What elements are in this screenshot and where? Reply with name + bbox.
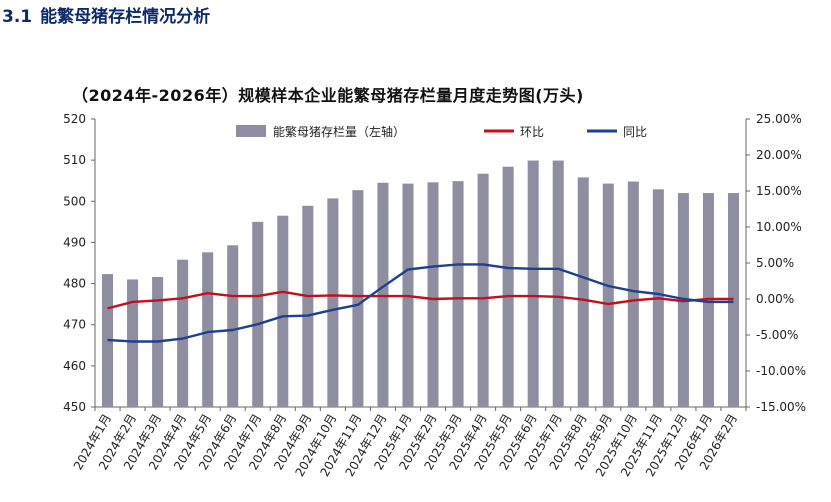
bar — [552, 160, 564, 407]
bar — [177, 259, 189, 407]
right-tick-label: 20.00% — [756, 148, 802, 162]
bar — [602, 183, 614, 407]
bar — [227, 245, 239, 407]
chart-title: （2024年-2026年）规模样本企业能繁母猪存栏量月度走势图(万头) — [72, 86, 584, 105]
bar — [302, 205, 314, 407]
bar — [577, 177, 589, 407]
bar — [627, 181, 639, 407]
left-tick-label: 470 — [63, 318, 86, 332]
section-title-text: 能繁母猪存栏情况分析 — [40, 7, 211, 27]
bar — [377, 182, 389, 407]
right-tick-label: -10.00% — [756, 364, 806, 378]
bar — [127, 279, 139, 407]
left-tick-label: 480 — [63, 277, 86, 291]
right-tick-label: 25.00% — [756, 112, 802, 126]
bar — [477, 173, 489, 407]
right-tick-label: 15.00% — [756, 184, 802, 198]
series-line-mom — [107, 290, 734, 310]
bars-layer — [102, 160, 739, 407]
left-tick-label: 510 — [63, 153, 86, 167]
bar — [327, 198, 339, 407]
bar — [277, 215, 289, 407]
left-tick-label: 520 — [63, 112, 86, 126]
left-tick-label: 500 — [63, 194, 86, 208]
bar — [252, 221, 264, 407]
section-title: 3.1 能繁母猪存栏情况分析 — [2, 2, 210, 27]
section-number: 3.1 — [2, 7, 33, 27]
legend-swatch-bar — [236, 125, 266, 137]
right-tick-label: -5.00% — [756, 328, 798, 342]
left-tick-label: 450 — [63, 400, 86, 414]
lines-layer — [107, 263, 734, 343]
legend: 能繁母猪存栏量（左轴） 环比 同比 — [236, 124, 647, 139]
legend-label: 同比 — [623, 125, 647, 139]
bar — [202, 252, 214, 407]
right-tick-label: -15.00% — [756, 400, 806, 414]
axes-layer — [91, 118, 750, 411]
bar — [502, 166, 514, 407]
left-tick-label: 460 — [63, 359, 86, 373]
right-tick-label: 0.00% — [756, 292, 794, 306]
legend-label: 环比 — [520, 125, 544, 139]
right-tick-label: 5.00% — [756, 256, 794, 270]
left-tick-label: 490 — [63, 235, 86, 249]
right-tick-label: 10.00% — [756, 220, 802, 234]
series-line-yoy — [107, 263, 734, 343]
legend-label: 能繁母猪存栏量（左轴） — [273, 124, 405, 139]
bar — [452, 181, 464, 407]
bar — [527, 160, 539, 407]
bar — [427, 182, 439, 407]
bar — [352, 190, 364, 407]
